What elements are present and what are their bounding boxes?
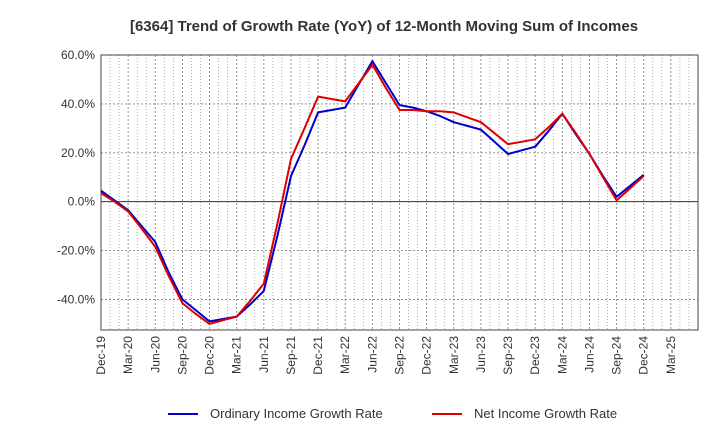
x-tick-label: Mar-25 xyxy=(664,336,678,374)
y-tick-label: 0.0% xyxy=(68,195,96,209)
x-tick-label: Sep-20 xyxy=(175,336,189,375)
y-tick-label: 20.0% xyxy=(61,146,95,160)
x-tick-label: Jun-21 xyxy=(257,336,271,373)
y-tick-labels: 60.0% 40.0% 20.0% 0.0% -20.0% -40.0% xyxy=(57,48,95,306)
x-tick-labels: Dec-19 Mar-20 Jun-20 Sep-20 Dec-20 Mar-21 Jun-… xyxy=(94,336,678,375)
x-tick-label: Dec-19 xyxy=(94,336,108,375)
x-tick-label: Sep-21 xyxy=(284,336,298,375)
y-tick-label: -40.0% xyxy=(57,292,95,306)
y-tick-label: -20.0% xyxy=(57,244,95,258)
plot-frame xyxy=(100,54,699,331)
x-tick-label: Mar-22 xyxy=(338,336,352,374)
x-tick-label: Mar-20 xyxy=(121,336,135,374)
x-tick-label: Mar-21 xyxy=(230,336,244,374)
series-line-2 xyxy=(100,63,645,325)
x-tick-label: Mar-24 xyxy=(555,336,569,374)
x-tick-label: Jun-23 xyxy=(474,336,488,373)
x-tick-label: Sep-22 xyxy=(393,336,407,375)
x-tick-label: Jun-22 xyxy=(365,336,379,373)
grid xyxy=(101,54,698,330)
legend-label-1: Ordinary Income Growth Rate xyxy=(210,406,383,421)
x-tick-label: Sep-24 xyxy=(610,336,624,375)
y-tick-label: 60.0% xyxy=(61,48,95,62)
chart-title: [6364] Trend of Growth Rate (YoY) of 12-… xyxy=(130,18,638,35)
x-tick-label: Dec-20 xyxy=(203,336,217,375)
x-tick-label: Dec-24 xyxy=(637,336,651,375)
series-lines xyxy=(100,60,645,325)
x-tick-label: Dec-21 xyxy=(311,336,325,375)
x-tick-label: Dec-23 xyxy=(528,336,542,375)
x-tick-label: Sep-23 xyxy=(501,336,515,375)
legend: Ordinary Income Growth Rate Net Income Gr… xyxy=(168,406,617,421)
legend-label-2: Net Income Growth Rate xyxy=(474,406,617,421)
axes xyxy=(100,54,699,331)
x-tick-label: Dec-22 xyxy=(420,336,434,375)
x-tick-label: Jun-20 xyxy=(148,336,162,373)
series-line-1 xyxy=(100,60,645,323)
x-tick-label: Jun-24 xyxy=(582,336,596,373)
x-tick-label: Mar-23 xyxy=(447,336,461,374)
y-tick-label: 40.0% xyxy=(61,97,95,111)
